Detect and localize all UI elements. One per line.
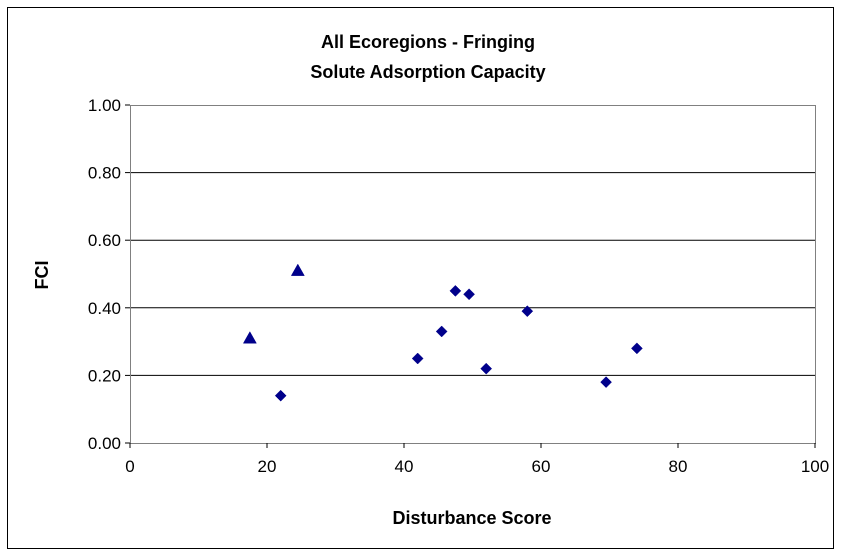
diamond-point bbox=[449, 285, 462, 297]
x-tick-label: 0 bbox=[125, 457, 134, 476]
x-tick-label: 80 bbox=[669, 457, 688, 476]
data-points bbox=[242, 263, 643, 402]
y-tick-label: 0.60 bbox=[88, 231, 121, 250]
plot-area bbox=[130, 105, 816, 444]
x-axis-ticks: 0 20 40 60 80 100 bbox=[125, 443, 829, 476]
y-tick-label: 0.20 bbox=[88, 366, 121, 385]
diamond-point bbox=[274, 389, 287, 402]
y-tick-label: 0.40 bbox=[88, 299, 121, 318]
y-axis-label: FCI bbox=[32, 261, 52, 290]
y-tick-label: 1.00 bbox=[88, 96, 121, 115]
chart-title-line2: Solute Adsorption Capacity bbox=[310, 62, 545, 82]
diamond-point bbox=[411, 352, 424, 365]
x-tick-label: 20 bbox=[258, 457, 277, 476]
diamond-point bbox=[480, 362, 493, 375]
x-tick-label: 100 bbox=[801, 457, 829, 476]
x-axis-label: Disturbance Score bbox=[392, 508, 551, 528]
chart-title-line1: All Ecoregions - Fringing bbox=[321, 32, 535, 52]
triangle-point bbox=[290, 263, 305, 276]
y-tick-label: 0.00 bbox=[88, 434, 121, 453]
chart-border bbox=[7, 7, 834, 549]
gridlines bbox=[130, 172, 815, 376]
diamond-point bbox=[463, 288, 475, 301]
y-axis-ticks: 0.00 0.20 0.40 0.60 0.80 1.00 bbox=[88, 96, 130, 453]
x-tick-label: 60 bbox=[532, 457, 551, 476]
diamond-point bbox=[435, 325, 448, 338]
diamond-point bbox=[521, 305, 534, 318]
diamond-point bbox=[600, 376, 612, 389]
triangle-point bbox=[242, 331, 257, 344]
x-tick-label: 40 bbox=[395, 457, 414, 476]
diamond-point bbox=[631, 342, 643, 355]
y-tick-label: 0.80 bbox=[88, 164, 121, 183]
